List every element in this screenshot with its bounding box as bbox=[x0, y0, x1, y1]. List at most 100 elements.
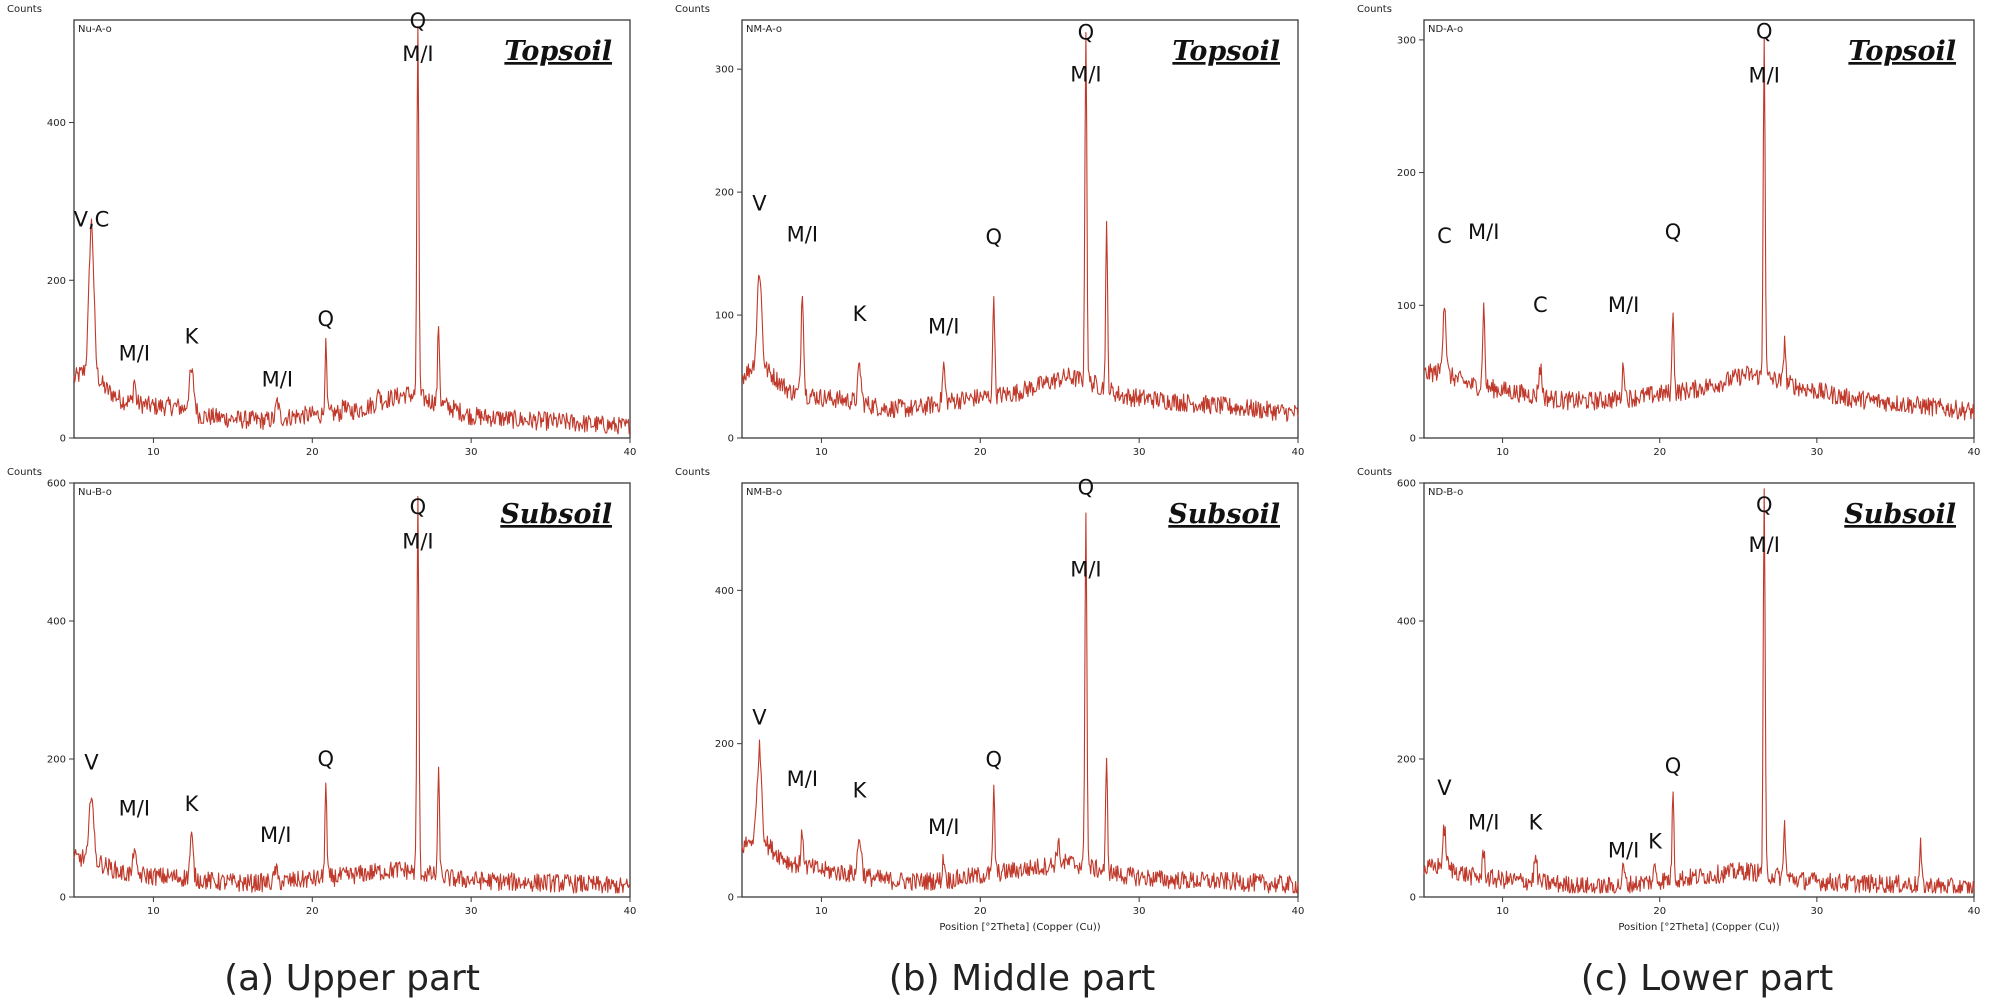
panel-1-ylabel: Counts bbox=[7, 4, 42, 15]
panel-6-ytick-label: 600 bbox=[1397, 479, 1416, 490]
panel-2-xtick-label: 40 bbox=[1292, 447, 1305, 458]
panel-3-peak-label: M/I bbox=[1749, 63, 1780, 87]
panel-1-xtick-label: 30 bbox=[465, 447, 478, 458]
panel-4-sample-code: Nu-B-o bbox=[78, 487, 112, 498]
panel-1-peak-label: K bbox=[185, 324, 200, 348]
panel-6-xtick-label: 30 bbox=[1810, 906, 1823, 917]
panel-4-diffraction-trace bbox=[73, 495, 631, 894]
panel-2-plot-frame bbox=[741, 19, 1299, 439]
panel-1-peak-label: V,C bbox=[74, 208, 110, 232]
panel-5-xlabel: Position [°2Theta] (Copper (Cu)) bbox=[939, 922, 1100, 933]
panel-3-ytick-label: 0 bbox=[1410, 434, 1416, 445]
panel-4-xtick-label: 20 bbox=[306, 906, 319, 917]
panel-2-xtick-label: 20 bbox=[974, 447, 987, 458]
panel-6-xtick-label: 20 bbox=[1653, 906, 1666, 917]
panel-5-xtick-label: 30 bbox=[1133, 906, 1146, 917]
panel-1-plot-frame bbox=[73, 19, 631, 439]
panel-4-ytick-label: 0 bbox=[60, 893, 66, 904]
panel-3-peak-label: M/I bbox=[1468, 220, 1499, 244]
panel-2-peak-label: M/I bbox=[928, 315, 959, 339]
panel-4-xtick-label: 30 bbox=[465, 906, 478, 917]
panel-2-peak-label: M/I bbox=[1070, 62, 1101, 86]
panel-3-ytick-label: 200 bbox=[1397, 168, 1416, 179]
panel-6-ytick-label: 0 bbox=[1410, 893, 1416, 904]
panel-2-ytick-label: 100 bbox=[715, 311, 734, 322]
panel-3-diffraction-trace bbox=[1423, 36, 1975, 421]
panel-6-ytick-label: 200 bbox=[1397, 755, 1416, 766]
panel-6-peak-label: Q bbox=[1756, 493, 1773, 517]
panel-1-ytick-label: 400 bbox=[47, 118, 66, 129]
panel-1-peak-label: M/I bbox=[402, 42, 433, 66]
panel-6-xtick-label: 10 bbox=[1496, 906, 1509, 917]
panel-6-soil-label: Subsoil bbox=[1844, 499, 1956, 530]
panel-5-xtick-label: 20 bbox=[974, 906, 987, 917]
panel-3-ylabel: Counts bbox=[1357, 4, 1392, 15]
panel-1-peak-label: Q bbox=[318, 307, 335, 331]
panel-3-ytick-label: 100 bbox=[1397, 301, 1416, 312]
panel-1-xtick-label: 40 bbox=[624, 447, 637, 458]
panel-4-xtick-label: 10 bbox=[147, 906, 160, 917]
panel-1-peak-label: M/I bbox=[119, 342, 150, 366]
panel-6-peak-label: K bbox=[1529, 810, 1544, 834]
panel-6-sample-code: ND-B-o bbox=[1428, 487, 1463, 498]
panel-5-peak-label: Q bbox=[1078, 476, 1095, 500]
panel-1-soil-label: Topsoil bbox=[504, 36, 612, 67]
panel-4-soil-label: Subsoil bbox=[500, 499, 612, 530]
panel-5-peak-label: M/I bbox=[928, 815, 959, 839]
panel-3-xtick-label: 20 bbox=[1653, 447, 1666, 458]
panel-3-peak-label: Q bbox=[1756, 20, 1773, 44]
panel-4-ytick-label: 400 bbox=[47, 617, 66, 628]
panel-2-ytick-label: 300 bbox=[715, 65, 734, 76]
panel-6-peak-label: Q bbox=[1665, 754, 1682, 778]
panel-2-sample-code: NM-A-o bbox=[746, 24, 782, 35]
panel-5-xtick-label: 40 bbox=[1292, 906, 1305, 917]
panel-3-soil-label: Topsoil bbox=[1848, 36, 1956, 67]
panel-4-peak-label: M/I bbox=[119, 797, 150, 821]
panel-5-peak-label: M/I bbox=[1070, 558, 1101, 582]
panel-1-sample-code: Nu-A-o bbox=[78, 24, 112, 35]
panel-4-peak-label: Q bbox=[318, 747, 335, 771]
panel-3-xtick-label: 40 bbox=[1968, 447, 1981, 458]
panel-6-peak-label: M/I bbox=[1749, 533, 1780, 557]
panel-2-xtick-label: 10 bbox=[815, 447, 828, 458]
panel-6-ytick-label: 400 bbox=[1397, 617, 1416, 628]
panel-5-soil-label: Subsoil bbox=[1168, 499, 1280, 530]
panel-6-peak-label: K bbox=[1648, 830, 1663, 854]
panel-1-xtick-label: 10 bbox=[147, 447, 160, 458]
panel-3-peak-label: C bbox=[1437, 224, 1452, 248]
panel-5-xtick-label: 10 bbox=[815, 906, 828, 917]
panel-5-peak-label: Q bbox=[986, 748, 1003, 772]
panel-5-plot-frame bbox=[741, 482, 1299, 898]
panel-2-peak-label: V bbox=[752, 192, 767, 216]
panel-1-peak-label: M/I bbox=[262, 368, 293, 392]
panel-5-peak-label: V bbox=[752, 706, 767, 730]
panel-6-diffraction-trace bbox=[1423, 488, 1975, 894]
panel-6-xlabel: Position [°2Theta] (Copper (Cu)) bbox=[1618, 922, 1779, 933]
panel-2-ytick-label: 0 bbox=[728, 434, 734, 445]
panel-6-plot-frame bbox=[1423, 482, 1975, 898]
caption-middle-part: (b) Middle part bbox=[888, 958, 1156, 999]
panel-1-xtick-label: 20 bbox=[306, 447, 319, 458]
panel-4-ytick-label: 200 bbox=[47, 755, 66, 766]
panel-5-peak-label: M/I bbox=[787, 767, 818, 791]
panel-2-diffraction-trace bbox=[741, 32, 1299, 422]
panel-6-peak-label: V bbox=[1437, 776, 1452, 800]
panel-4-ylabel: Counts bbox=[7, 467, 42, 478]
panel-4-xtick-label: 40 bbox=[624, 906, 637, 917]
panel-1-ytick-label: 200 bbox=[47, 276, 66, 287]
panel-5-ytick-label: 200 bbox=[715, 739, 734, 750]
panel-3-peak-label: M/I bbox=[1608, 293, 1639, 317]
panel-3-peak-label: Q bbox=[1665, 220, 1682, 244]
panel-6-xtick-label: 40 bbox=[1968, 906, 1981, 917]
panel-3-plot-frame bbox=[1423, 19, 1975, 439]
panel-6-peak-label: M/I bbox=[1468, 810, 1499, 834]
panel-6-ylabel: Counts bbox=[1357, 467, 1392, 478]
panel-4-peak-label: M/I bbox=[402, 530, 433, 554]
caption-upper-part: (a) Upper part bbox=[224, 958, 480, 999]
panel-2-peak-label: Q bbox=[986, 225, 1003, 249]
panel-5-sample-code: NM-B-o bbox=[746, 487, 782, 498]
panel-3-ytick-label: 300 bbox=[1397, 35, 1416, 46]
panel-5-ytick-label: 400 bbox=[715, 586, 734, 597]
panel-4-peak-label: V bbox=[84, 750, 99, 774]
